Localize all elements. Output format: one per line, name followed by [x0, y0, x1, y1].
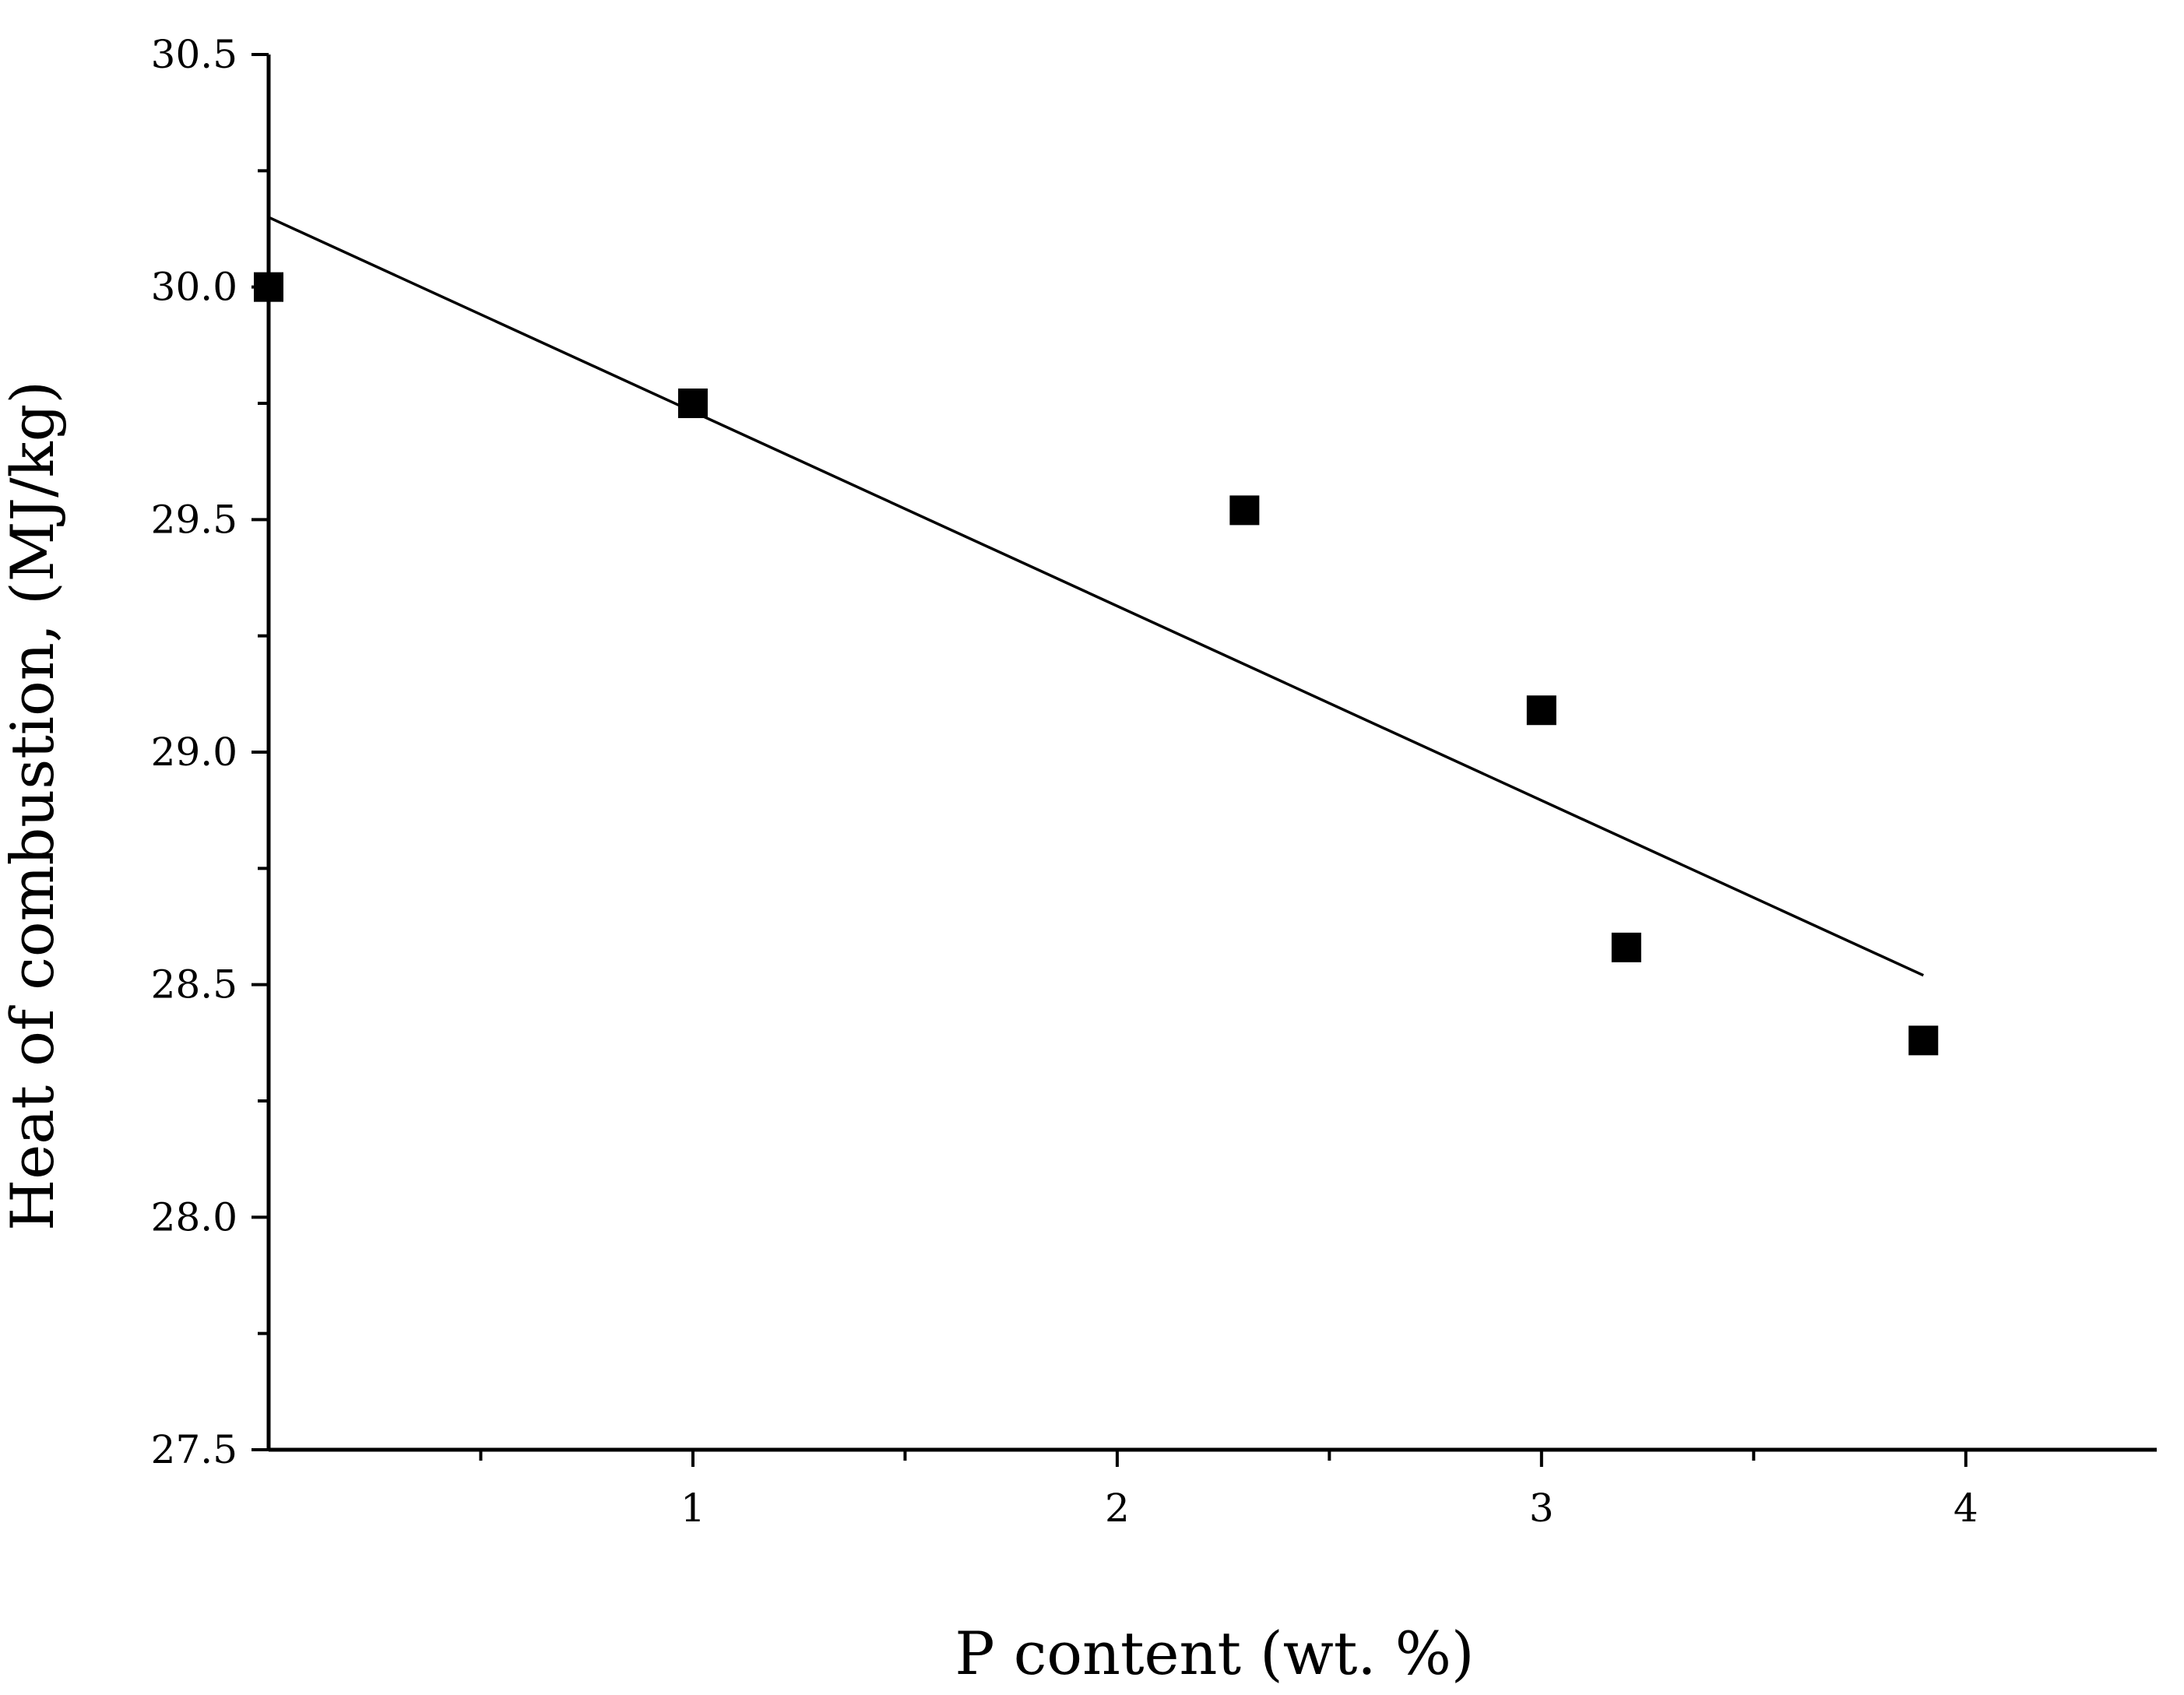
- fit-line: [268, 216, 1925, 977]
- y-tick-label: 30.5: [151, 32, 237, 77]
- data-point: [1526, 695, 1556, 726]
- y-tick-label: 29.5: [151, 497, 237, 542]
- x-tick-label: 2: [1105, 1486, 1130, 1531]
- data-point: [1908, 1025, 1939, 1056]
- x-tick-label: 4: [1954, 1486, 1978, 1531]
- tick-labels: 1 2 3 4 27.5 28.0 28.5 29.0 29.5 30.0 30.5: [151, 32, 1978, 1531]
- y-tick-label: 30.0: [151, 265, 237, 310]
- data-point: [1229, 495, 1260, 526]
- y-tick-label: 29.0: [151, 730, 237, 775]
- x-tick-label: 1: [681, 1486, 705, 1531]
- y-tick-label: 28.5: [151, 962, 237, 1008]
- x-axis-title: P content (wt. %): [955, 1619, 1474, 1688]
- ticks: [251, 53, 1968, 1467]
- data-point: [677, 389, 708, 418]
- y-axis-title: Heat of combustion, (MJ/kg): [0, 381, 67, 1231]
- axes: [266, 55, 2157, 1452]
- data-point: [1611, 932, 1641, 962]
- fit-line-layer: [268, 216, 1925, 977]
- data-point: [254, 272, 283, 302]
- y-tick-label: 27.5: [151, 1427, 237, 1472]
- points-layer: [254, 272, 1939, 1056]
- y-tick-label: 28.0: [151, 1194, 237, 1240]
- x-tick-label: 3: [1529, 1486, 1554, 1531]
